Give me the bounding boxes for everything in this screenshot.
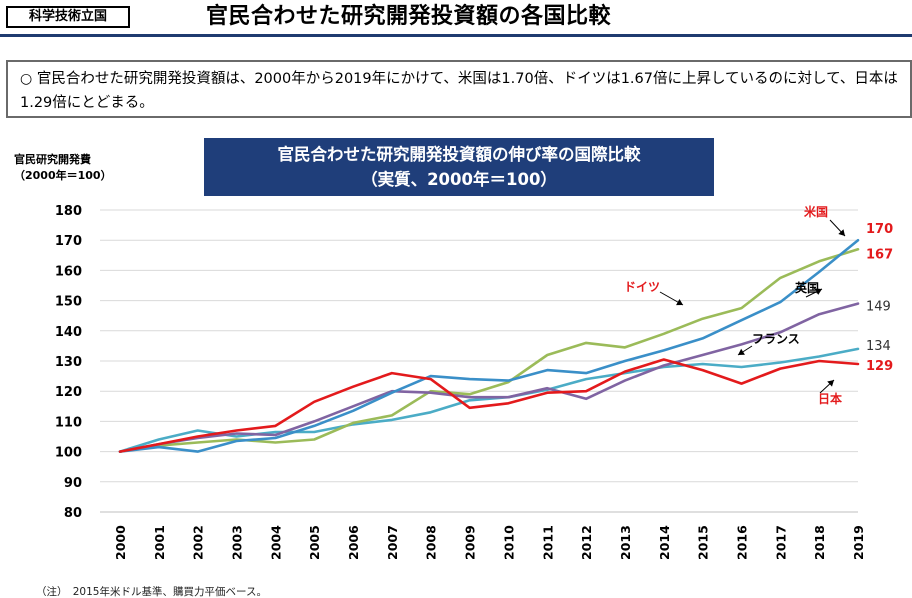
x-tick-label: 2016: [734, 525, 749, 560]
x-tick-label: 2006: [346, 525, 361, 560]
callout-arrowhead-英国: [815, 288, 822, 295]
y-tick-label: 90: [64, 476, 82, 491]
y-axis-unit-line2: （2000年＝100）: [14, 169, 112, 182]
x-tick-label: 2011: [540, 525, 555, 560]
x-tick-label: 2004: [268, 525, 283, 560]
y-tick-label: 170: [55, 234, 82, 249]
y-tick-label: 140: [55, 325, 82, 340]
y-tick-label: 80: [64, 506, 82, 521]
footnote: （注） 2015年米ドル基準、購買力平価ベース。: [36, 586, 267, 598]
callout-arrowhead-フランス: [738, 348, 745, 355]
summary-box: ○ 官民合わせた研究開発投資額は、2000年から2019年にかけて、米国は1.7…: [6, 60, 912, 118]
x-tick-label: 2018: [812, 525, 827, 560]
x-tick-label: 2010: [501, 525, 516, 560]
y-tick-label: 150: [55, 295, 82, 310]
chart-title-line2: （実質、2000年＝100）: [361, 170, 557, 189]
x-tick-label: 2007: [385, 525, 400, 560]
section-tag: 科学技術立国: [6, 6, 130, 28]
y-tick-label: 100: [55, 446, 82, 461]
end-label-フランス: 134: [866, 339, 891, 354]
summary-text: 官民合わせた研究開発投資額は、2000年から2019年にかけて、米国は1.70倍…: [20, 71, 898, 111]
end-label-英国: 149: [866, 300, 891, 315]
x-tick-label: 2014: [657, 525, 672, 560]
x-tick-label: 2015: [696, 525, 711, 560]
end-label-米国: 170: [866, 222, 893, 237]
y-tick-label: 180: [55, 204, 82, 219]
chart-title-banner: 官民合わせた研究開発投資額の伸び率の国際比較 （実質、2000年＝100）: [204, 138, 714, 196]
end-label-ドイツ: 167: [866, 247, 893, 262]
callout-arrowhead-ドイツ: [676, 299, 683, 306]
x-tick-label: 2001: [152, 525, 167, 560]
x-tick-label: 2019: [851, 525, 866, 560]
series-line-米国: [118, 238, 860, 453]
y-tick-label: 130: [55, 355, 82, 370]
x-tick-label: 2000: [113, 525, 128, 560]
y-axis-unit-label: 官民研究開発費 （2000年＝100）: [14, 152, 112, 184]
x-tick-label: 2003: [230, 525, 245, 560]
page-title: 官民合わせた研究開発投資額の各国比較: [206, 4, 612, 29]
y-axis-unit-line1: 官民研究開発費: [14, 153, 91, 166]
x-tick-label: 2012: [579, 525, 594, 560]
y-tick-label: 160: [55, 264, 82, 279]
x-tick-label: 2017: [773, 525, 788, 560]
x-tick-label: 2009: [463, 525, 478, 560]
callout-arrowhead-米国: [838, 229, 845, 236]
summary-bullet: ○: [20, 71, 33, 87]
title-divider: [0, 34, 912, 37]
series-line-英国: [118, 302, 860, 453]
series-name-label-日本: 日本: [818, 391, 842, 406]
x-tick-label: 2008: [424, 525, 439, 560]
series-name-label-ドイツ: ドイツ: [624, 280, 660, 294]
series-line-日本: [118, 358, 860, 453]
series-line-フランス: [118, 347, 860, 453]
series-name-label-英国: 英国: [795, 280, 819, 295]
series-name-label-米国: 米国: [804, 204, 828, 219]
x-tick-label: 2002: [191, 525, 206, 560]
x-tick-label: 2013: [618, 525, 633, 560]
series-name-label-フランス: フランス: [752, 332, 800, 346]
x-tick-label: 2005: [307, 525, 322, 560]
end-label-日本: 129: [866, 359, 893, 374]
y-tick-label: 120: [55, 385, 82, 400]
y-tick-label: 110: [55, 415, 82, 430]
callout-arrowhead-日本: [827, 380, 834, 387]
chart-title-line1: 官民合わせた研究開発投資額の伸び率の国際比較: [277, 145, 641, 164]
